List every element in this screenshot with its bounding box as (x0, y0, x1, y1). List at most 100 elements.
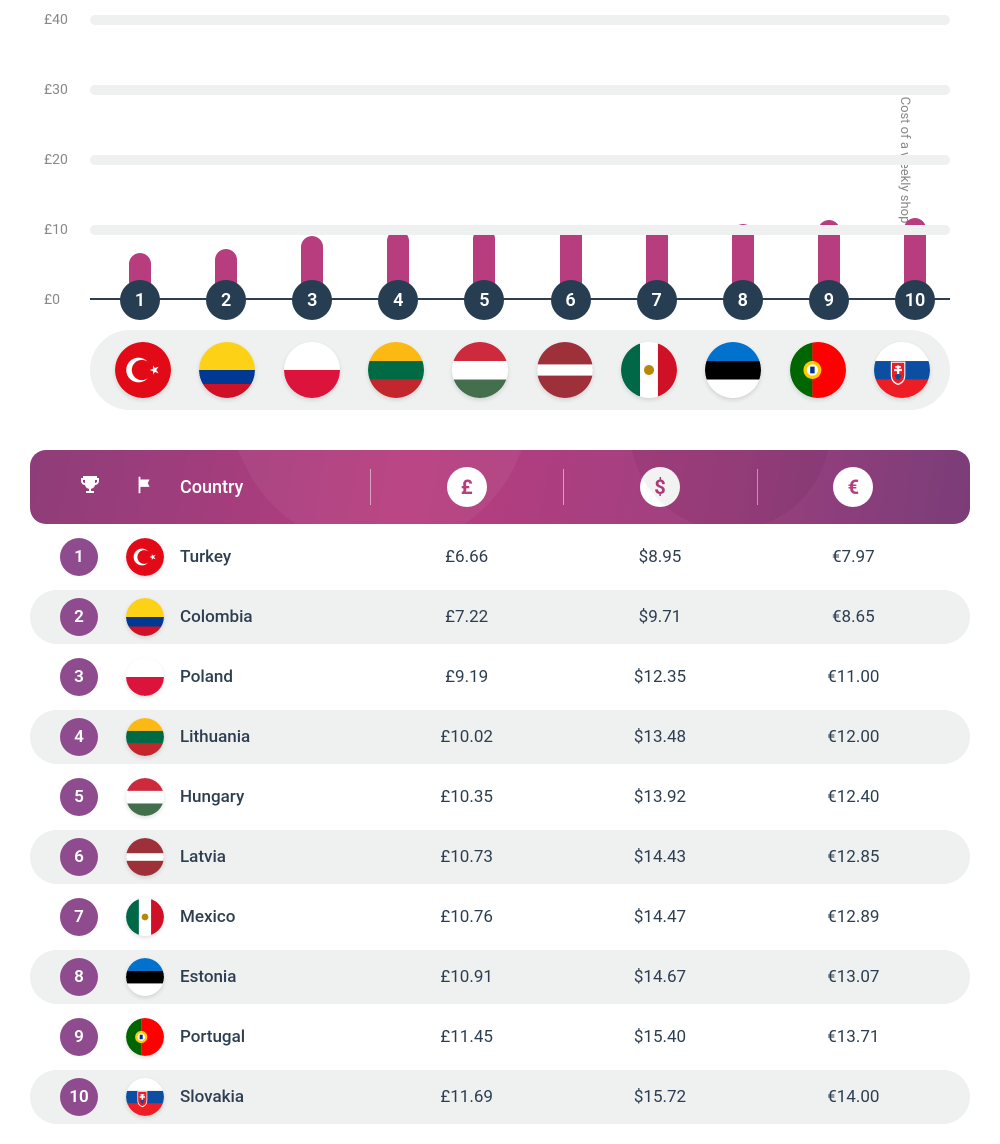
bar-col: 7 (627, 225, 687, 300)
tr-flag-icon (115, 342, 171, 398)
cell-country: Mexico (170, 907, 370, 927)
table-row: 6Latvia£10.73$14.43€12.85 (30, 830, 970, 884)
rank-badge: 2 (60, 598, 98, 636)
bar-col: 5 (454, 228, 514, 300)
cell-flag (120, 538, 170, 576)
cell-flag (120, 778, 170, 816)
rank-badge: 5 (60, 778, 98, 816)
cell-eur: €12.85 (757, 847, 950, 867)
rank-circle: 2 (206, 280, 246, 320)
y-tick-label: £20 (44, 152, 68, 168)
rank-circle: 9 (809, 280, 849, 320)
rank-circle: 7 (637, 280, 677, 320)
cell-rank: 10 (60, 1078, 120, 1116)
cost-table: Country £ $ € 1Turkey£6.66$8.95€7.972Col… (30, 450, 970, 1124)
lt-flag-icon (126, 718, 164, 756)
cell-flag (120, 658, 170, 696)
cell-rank: 1 (60, 538, 120, 576)
cell-rank: 2 (60, 598, 120, 636)
rank-circle: 5 (464, 280, 504, 320)
rank-circle: 10 (895, 280, 935, 320)
gridline (90, 225, 950, 235)
cell-rank: 3 (60, 658, 120, 696)
gridline (90, 155, 950, 165)
cell-rank: 5 (60, 778, 120, 816)
table-row: 10Slovakia£11.69$15.72€14.00 (30, 1070, 970, 1124)
cell-flag (120, 958, 170, 996)
rank-badge: 10 (60, 1078, 98, 1116)
flag-icon (134, 474, 156, 501)
cell-country: Hungary (170, 787, 370, 807)
cell-usd: $13.48 (563, 727, 756, 747)
cell-gbp: £10.35 (370, 787, 563, 807)
table-row: 7Mexico£10.76$14.47€12.89 (30, 890, 970, 944)
cell-gbp: £10.76 (370, 907, 563, 927)
table-row: 2Colombia£7.22$9.71€8.65 (30, 590, 970, 644)
cell-eur: €8.65 (757, 607, 950, 627)
cell-rank: 6 (60, 838, 120, 876)
bar-col: 3 (282, 236, 342, 300)
lv-flag-icon (126, 838, 164, 876)
rank-badge: 3 (60, 658, 98, 696)
mx-flag-icon (126, 898, 164, 936)
weekly-shop-chart: Cost of a weekly shop 12345678910 £0£10£… (30, 20, 970, 410)
pl-flag-icon (284, 342, 340, 398)
table-row: 9Portugal£11.45$15.40€13.71 (30, 1010, 970, 1064)
table-body: 1Turkey£6.66$8.95€7.972Colombia£7.22$9.7… (30, 530, 970, 1124)
y-tick-label: £10 (44, 222, 68, 238)
ee-flag-icon (126, 958, 164, 996)
chart-flag-strip (90, 330, 950, 410)
gbp-badge: £ (447, 467, 487, 507)
cell-country: Colombia (170, 607, 370, 627)
bar-col: 2 (196, 249, 256, 300)
cell-flag (120, 898, 170, 936)
cell-country: Latvia (170, 847, 370, 867)
y-tick-label: £40 (44, 12, 68, 28)
lt-flag-icon (368, 342, 424, 398)
rank-badge: 1 (60, 538, 98, 576)
rank-circle: 4 (378, 280, 418, 320)
cell-eur: €12.89 (757, 907, 950, 927)
table-row: 8Estonia£10.91$14.67€13.07 (30, 950, 970, 1004)
cell-eur: €7.97 (757, 547, 950, 567)
gridline (90, 85, 950, 95)
cell-gbp: £11.69 (370, 1087, 563, 1107)
pt-flag-icon (126, 1018, 164, 1056)
cell-rank: 4 (60, 718, 120, 756)
gridline (90, 15, 950, 25)
header-country-col: Country (170, 477, 370, 498)
lv-flag-icon (537, 342, 593, 398)
trophy-icon (78, 473, 102, 502)
table-row: 1Turkey£6.66$8.95€7.97 (30, 530, 970, 584)
cell-country: Portugal (170, 1027, 370, 1047)
cell-flag (120, 598, 170, 636)
cell-gbp: £11.45 (370, 1027, 563, 1047)
rank-badge: 6 (60, 838, 98, 876)
rank-badge: 4 (60, 718, 98, 756)
cell-gbp: £10.73 (370, 847, 563, 867)
bar-col: 1 (110, 253, 170, 300)
usd-badge: $ (640, 467, 680, 507)
table-row: 5Hungary£10.35$13.92€12.40 (30, 770, 970, 824)
header-rank-col (60, 473, 120, 502)
rank-badge: 8 (60, 958, 98, 996)
table-row: 3Poland£9.19$12.35€11.00 (30, 650, 970, 704)
cell-gbp: £7.22 (370, 607, 563, 627)
table-row: 4Lithuania£10.02$13.48€12.00 (30, 710, 970, 764)
rank-circle: 6 (551, 280, 591, 320)
rank-circle: 8 (723, 280, 763, 320)
cell-country: Poland (170, 667, 370, 687)
cell-usd: $12.35 (563, 667, 756, 687)
co-flag-icon (126, 598, 164, 636)
tr-flag-icon (126, 538, 164, 576)
hu-flag-icon (126, 778, 164, 816)
y-tick-label: £0 (44, 292, 60, 308)
cell-country: Estonia (170, 967, 370, 987)
cell-usd: $8.95 (563, 547, 756, 567)
cell-flag (120, 838, 170, 876)
header-gbp-col: £ (370, 467, 563, 507)
rank-badge: 9 (60, 1018, 98, 1056)
pt-flag-icon (790, 342, 846, 398)
sk-flag-icon (874, 342, 930, 398)
sk-flag-icon (126, 1078, 164, 1116)
